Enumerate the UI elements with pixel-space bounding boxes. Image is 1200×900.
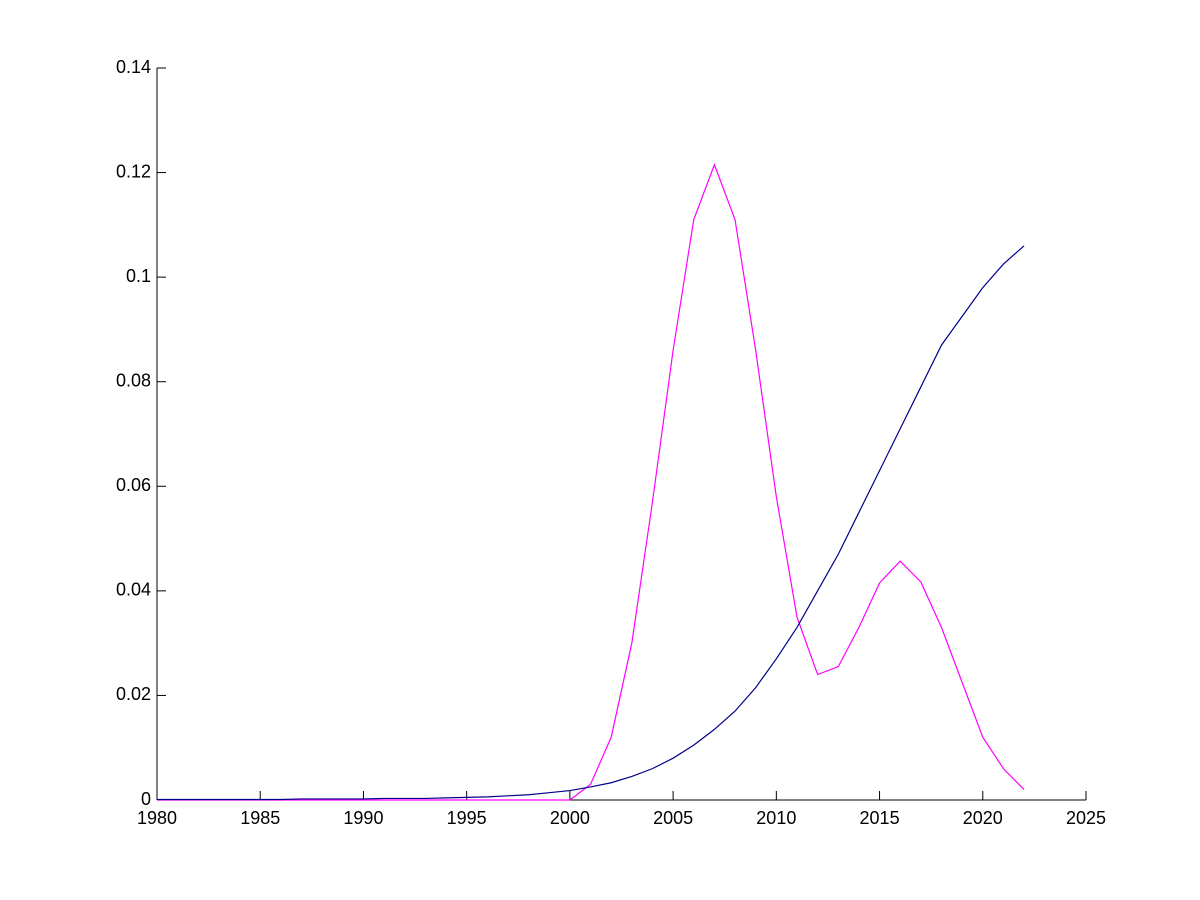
x-tick-label: 2000 bbox=[550, 808, 590, 828]
x-tick-label: 2005 bbox=[653, 808, 693, 828]
y-tick-label: 0.04 bbox=[116, 580, 151, 600]
x-tick-label: 1995 bbox=[447, 808, 487, 828]
y-tick-label: 0.14 bbox=[116, 57, 151, 77]
x-tick-label: 1985 bbox=[240, 808, 280, 828]
y-tick-label: 0 bbox=[141, 789, 151, 809]
x-tick-label: 1990 bbox=[343, 808, 383, 828]
series-line bbox=[157, 245, 1025, 801]
series-line bbox=[157, 163, 1025, 801]
y-tick-label: 0.1 bbox=[126, 266, 151, 286]
x-tick-label: 2015 bbox=[860, 808, 900, 828]
y-tick-label: 0.02 bbox=[116, 684, 151, 704]
y-tick-label: 0.06 bbox=[116, 475, 151, 495]
y-tick-label: 0.08 bbox=[116, 370, 151, 390]
x-tick-label: 2020 bbox=[963, 808, 1003, 828]
x-tick-label: 2025 bbox=[1066, 808, 1106, 828]
x-tick-label: 2010 bbox=[756, 808, 796, 828]
x-tick-label: 1980 bbox=[137, 808, 177, 828]
y-tick-label: 0.12 bbox=[116, 161, 151, 181]
